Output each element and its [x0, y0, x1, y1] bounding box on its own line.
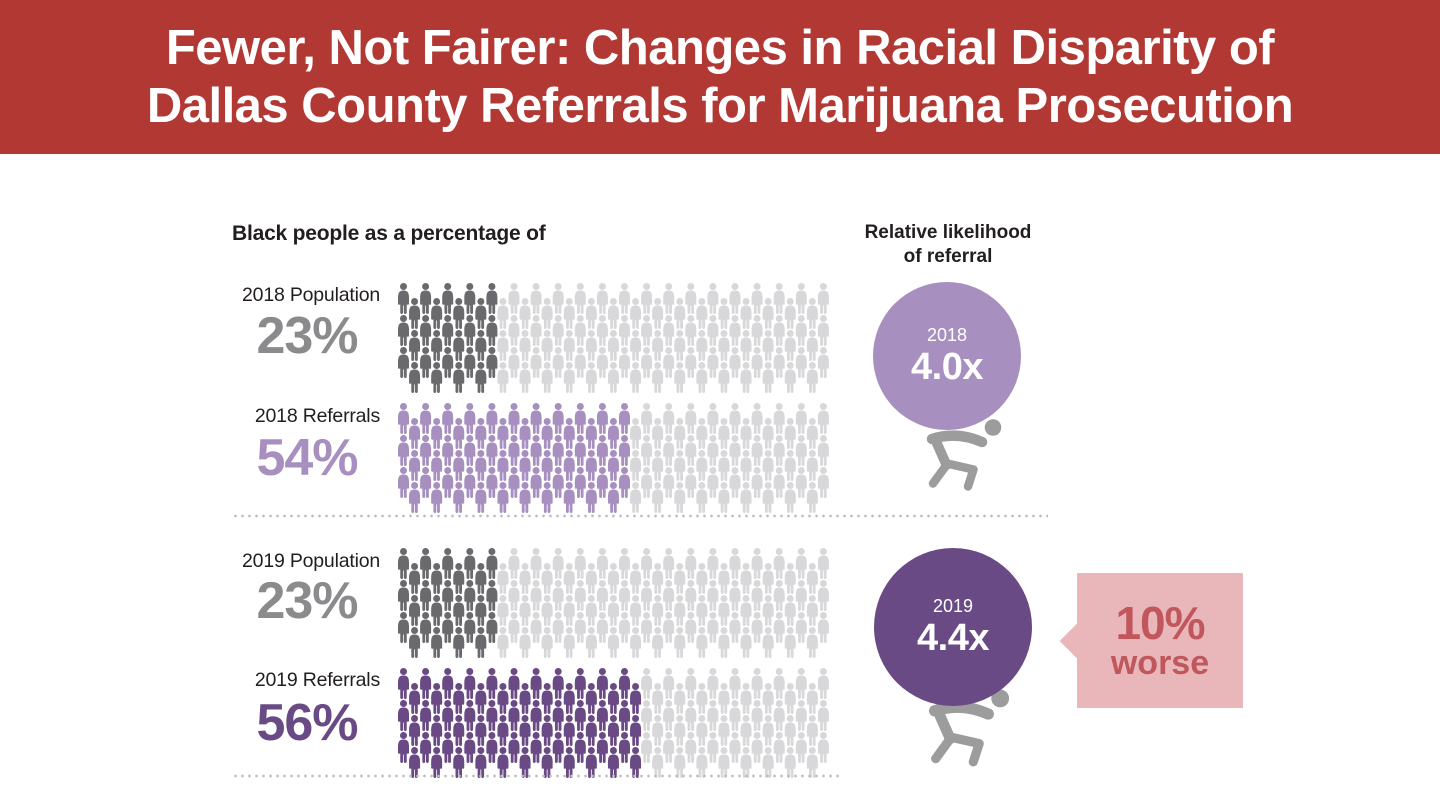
row-label-2018-population: 2018 Population	[242, 284, 380, 306]
row-label-2019-referrals: 2019 Referrals	[254, 669, 380, 691]
likelihood-year-2018: 2018	[926, 325, 968, 345]
likelihood-value-2019: 4.4x	[917, 617, 989, 659]
callout-10-percent-worse: 10% worse	[1059, 573, 1243, 708]
row-value-2019-population: 23%	[256, 572, 358, 630]
left-section-heading: Black people as a percentage of	[232, 222, 546, 245]
title-line-2: Dallas County Referrals for Marijuana Pr…	[146, 79, 1294, 133]
likelihood-year-2019: 2019	[932, 596, 974, 616]
pictograph-2019-population	[396, 548, 838, 660]
row-label-2018-referrals: 2018 Referrals	[254, 405, 380, 427]
row-value-2018-population: 23%	[256, 307, 358, 365]
likelihood-circle-2018: 2018 4.0x	[873, 282, 1021, 430]
pictograph-2018-referrals	[396, 403, 838, 515]
likelihood-value-2018: 4.0x	[911, 346, 983, 388]
right-heading-line-2: of referral	[903, 246, 993, 267]
callout-word: worse	[1110, 643, 1210, 682]
row-value-2018-referrals: 54%	[256, 429, 358, 487]
separator-dotted-bottom	[232, 774, 842, 778]
separator-dotted-top	[232, 514, 1048, 518]
right-section-heading: Relative likelihood of referral	[838, 221, 1058, 269]
figure-carrying-burden-2018	[924, 418, 1004, 497]
title-line-1: Fewer, Not Fairer: Changes in Racial Dis…	[165, 21, 1275, 75]
right-heading-line-1: Relative likelihood	[864, 222, 1032, 243]
figure-carrying-burden-2019	[926, 688, 1012, 773]
title-banner: Fewer, Not Fairer: Changes in Racial Dis…	[0, 0, 1440, 154]
pictograph-2018-population	[396, 283, 838, 395]
likelihood-circle-2019: 2019 4.4x	[874, 548, 1032, 706]
row-value-2019-referrals: 56%	[256, 694, 358, 752]
pictograph-2019-referrals	[396, 668, 838, 780]
callout-value: 10%	[1115, 596, 1205, 649]
row-label-2019-population: 2019 Population	[242, 550, 380, 572]
callout-arrow-left	[1059, 622, 1097, 659]
